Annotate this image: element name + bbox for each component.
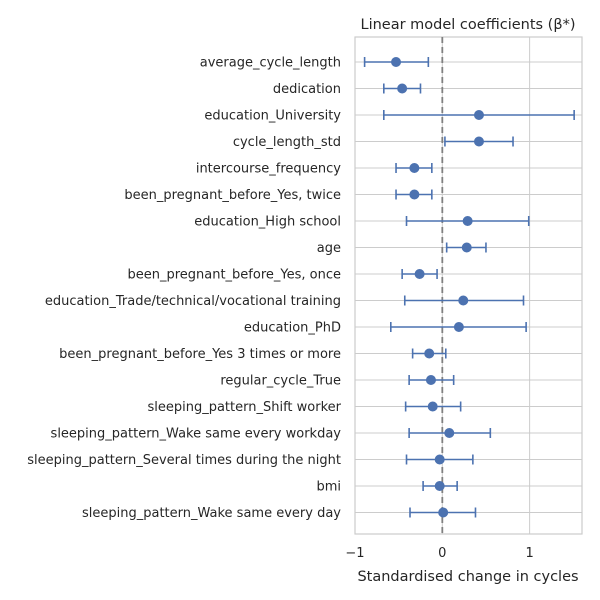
points-layer — [391, 57, 484, 518]
data-point — [397, 83, 408, 94]
data-point — [438, 507, 449, 518]
y-tick-label: been_pregnant_before_Yes, twice — [124, 188, 341, 203]
y-tick-label: sleeping_pattern_Shift worker — [147, 400, 341, 415]
y-tick-label: education_University — [204, 109, 341, 124]
x-tick-label: 0 — [438, 546, 446, 561]
data-point — [434, 454, 445, 465]
data-point — [409, 163, 420, 173]
data-point — [444, 428, 455, 438]
y-tick-label: education_PhD — [244, 321, 341, 336]
y-tick-labels: average_cycle_length dedication education_… — [27, 56, 341, 522]
x-axis-label: Standardised change in cycles — [357, 569, 578, 585]
data-point — [427, 401, 438, 412]
plot-border — [354, 36, 583, 535]
chart-title: Linear model coefficients (β*) — [361, 17, 576, 33]
x-tick-label: 1 — [525, 546, 533, 561]
y-tick-label: sleeping_pattern_Several times during th… — [27, 453, 341, 468]
x-tick-label: −1 — [345, 546, 364, 561]
errorbars-layer — [363, 57, 575, 518]
data-point — [409, 189, 420, 200]
data-point — [453, 322, 464, 332]
data-point — [461, 242, 472, 253]
data-point — [414, 269, 425, 279]
data-point — [473, 110, 484, 120]
data-point — [391, 57, 402, 67]
y-tick-label: regular_cycle_True — [220, 374, 341, 389]
y-tick-label: age — [317, 241, 341, 256]
y-tick-label: been_pregnant_before_Yes, once — [127, 268, 341, 283]
plot-frame — [354, 36, 583, 535]
data-point — [473, 136, 484, 147]
y-tick-label: sleeping_pattern_Wake same every workday — [51, 427, 342, 442]
y-tick-label: sleeping_pattern_Wake same every day — [82, 506, 341, 521]
x-tick-labels: −1 0 1 — [345, 546, 533, 561]
data-point — [425, 375, 436, 385]
y-tick-label: intercourse_frequency — [196, 162, 341, 177]
y-tick-label: bmi — [316, 480, 341, 495]
data-point — [462, 216, 473, 226]
y-tick-label: dedication — [273, 82, 341, 97]
y-tick-label: education_High school — [194, 215, 341, 230]
data-point — [434, 481, 445, 491]
y-tick-label: average_cycle_length — [200, 56, 341, 71]
y-tick-label: been_pregnant_before_Yes 3 times or more — [59, 347, 341, 362]
data-point — [424, 348, 435, 359]
y-tick-label: education_Trade/technical/vocational tra… — [45, 294, 341, 309]
data-point — [458, 295, 469, 306]
y-tick-label: cycle_length_std — [233, 135, 341, 150]
